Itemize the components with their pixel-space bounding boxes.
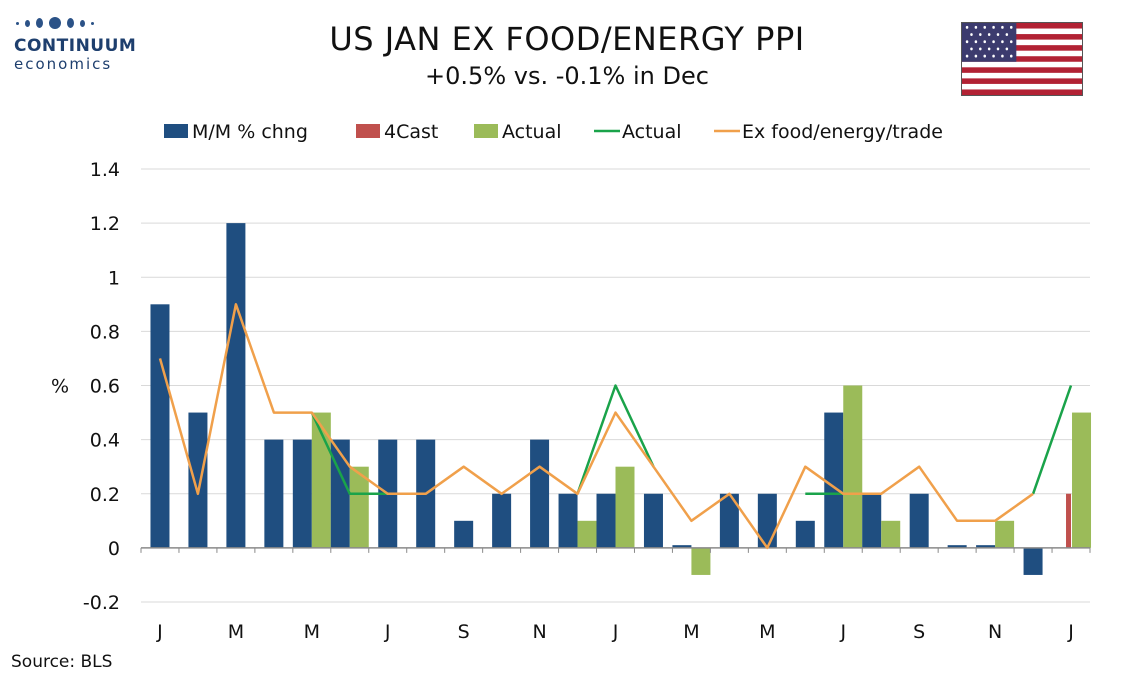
x-tick-label: J (612, 621, 619, 643)
axis-labels: -0.2 0 0.2 0.4 0.6 0.8 1 1.2 1.4% J M M J S N J M M J S N J (51, 159, 1074, 643)
actual-bar (691, 547, 711, 575)
mm-bar (264, 439, 284, 548)
x-tick-label: M (759, 621, 775, 643)
x-tick-label: N (532, 621, 546, 643)
mm-bar (188, 412, 208, 548)
legend-forecast-swatch (356, 124, 380, 138)
mm-bar (150, 304, 170, 548)
y-tick-label: 1 (108, 267, 120, 289)
actual-line (310, 384, 1073, 496)
mm-bar (862, 493, 882, 548)
actual-bar (615, 466, 635, 548)
legend-actual-bar-swatch (474, 124, 498, 138)
mm-bar (292, 439, 312, 548)
actual-bar (311, 412, 331, 548)
y-tick-label: 0.8 (90, 321, 120, 343)
x-tick-label: J (156, 621, 163, 643)
legend-actual-bar-label: Actual (502, 121, 562, 143)
continuum-logo: CONTINUUM economics (14, 14, 137, 73)
us-flag-icon (961, 22, 1083, 96)
x-tick-label: J (839, 621, 846, 643)
mm-bar (530, 439, 550, 548)
actual-bar (995, 520, 1015, 548)
actual-bar (1072, 412, 1092, 548)
x-tick-label: S (458, 621, 470, 643)
logo-subname: economics (14, 55, 113, 73)
x-tick-label: M (228, 621, 244, 643)
legend-mm-label: M/M % chng (192, 121, 308, 143)
mm-bar (719, 493, 739, 548)
actual-bar (843, 385, 863, 548)
mm-bar (454, 520, 474, 548)
x-tick-label: N (988, 621, 1002, 643)
mm-bar (672, 545, 692, 548)
y-tick-label: -0.2 (83, 592, 120, 614)
mm-bar (492, 493, 512, 548)
legend-actual-line-label: Actual (622, 121, 682, 143)
ex-food-energy-trade-line (158, 303, 1034, 550)
mm-bar (909, 493, 929, 548)
actual-bar (881, 520, 901, 548)
x-tick-label: M (304, 621, 320, 643)
mm-bar (330, 439, 350, 548)
y-tick-label: 1.2 (90, 213, 120, 235)
mm-bar (1023, 547, 1043, 575)
y-tick-label: 0 (108, 538, 120, 560)
x-tick-label: M (683, 621, 699, 643)
actual-bar (349, 466, 369, 548)
legend-mm-swatch (164, 124, 188, 138)
mm-bar (596, 493, 616, 548)
lines-layer (158, 303, 1073, 550)
logo-name: CONTINUUM (14, 36, 137, 56)
y-tick-label: 0.2 (90, 484, 120, 506)
legend-forecast-label: 4Cast (384, 121, 438, 143)
mm-bar (824, 412, 844, 548)
forecast-bar (1066, 493, 1072, 548)
bars-layer (150, 223, 1092, 575)
mm-bar (976, 545, 996, 548)
y-tick-label: 0.6 (90, 376, 120, 398)
chart-legend: M/M % chng 4Cast Actual Actual Ex food/energ… (164, 121, 943, 143)
x-tick-label: J (384, 621, 391, 643)
mm-bar (757, 493, 777, 548)
x-tick-label: J (1067, 621, 1074, 643)
chart-title: US JAN EX FOOD/ENERGY PPI (329, 20, 805, 58)
y-axis-label: % (51, 376, 69, 398)
logo-dots-icon (14, 14, 134, 32)
mm-bar (226, 223, 246, 548)
y-tick-label: 1.4 (90, 159, 120, 181)
mm-bar (947, 545, 967, 548)
legend-ex-trade-label: Ex food/energy/trade (742, 121, 943, 143)
x-tick-label: S (913, 621, 925, 643)
x-axis (140, 547, 1091, 553)
y-tick-label: 0.4 (90, 430, 120, 452)
mm-bar (558, 493, 578, 548)
mm-bar (643, 493, 663, 548)
mm-bar (795, 520, 815, 548)
source-note: Source: BLS (11, 652, 113, 672)
actual-bar (577, 520, 597, 548)
chart-subtitle: +0.5% vs. -0.1% in Dec (425, 62, 709, 90)
